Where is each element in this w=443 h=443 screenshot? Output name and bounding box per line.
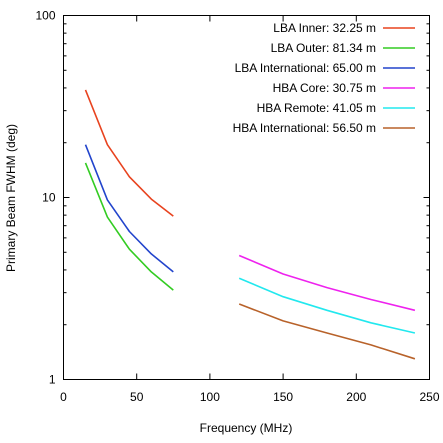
- series-line-0: [84, 89, 174, 217]
- y-tick-label-0: 1: [49, 373, 56, 387]
- series-lines: [84, 89, 416, 360]
- legend-label-0: LBA Inner: 32.25 m: [273, 21, 376, 35]
- series-line-2: [84, 144, 174, 273]
- y-axis-label: Primary Beam FWHM (deg): [4, 124, 18, 272]
- axis-ticks: [63, 15, 430, 380]
- legend-label-2: LBA International: 65.00 m: [235, 61, 376, 75]
- legend-label-4: HBA Remote: 41.05 m: [257, 101, 376, 115]
- series-line-5: [238, 303, 416, 360]
- y-tick-label-1: 10: [42, 191, 56, 205]
- y-tick-label-2: 100: [35, 9, 55, 23]
- x-tick-label-3: 150: [273, 390, 293, 404]
- legend: LBA Inner: 32.25 m LBA Outer: 81.34 m LBA …: [233, 21, 415, 135]
- x-tick-label-5: 250: [419, 390, 439, 404]
- x-axis-label: Frequency (MHz): [200, 421, 293, 435]
- legend-label-5: HBA International: 56.50 m: [233, 121, 376, 135]
- series-line-4: [238, 277, 416, 334]
- legend-label-3: HBA Core: 30.75 m: [273, 81, 376, 95]
- series-line-1: [84, 162, 174, 291]
- x-tick-label-1: 50: [130, 390, 144, 404]
- x-tick-label-0: 0: [60, 390, 67, 404]
- tick-labels: 0 50 100 150 200 250 1 10 100: [35, 9, 439, 405]
- x-tick-label-2: 100: [200, 390, 220, 404]
- legend-label-1: LBA Outer: 81.34 m: [271, 41, 376, 55]
- series-line-3: [238, 254, 416, 312]
- x-tick-label-4: 200: [346, 390, 366, 404]
